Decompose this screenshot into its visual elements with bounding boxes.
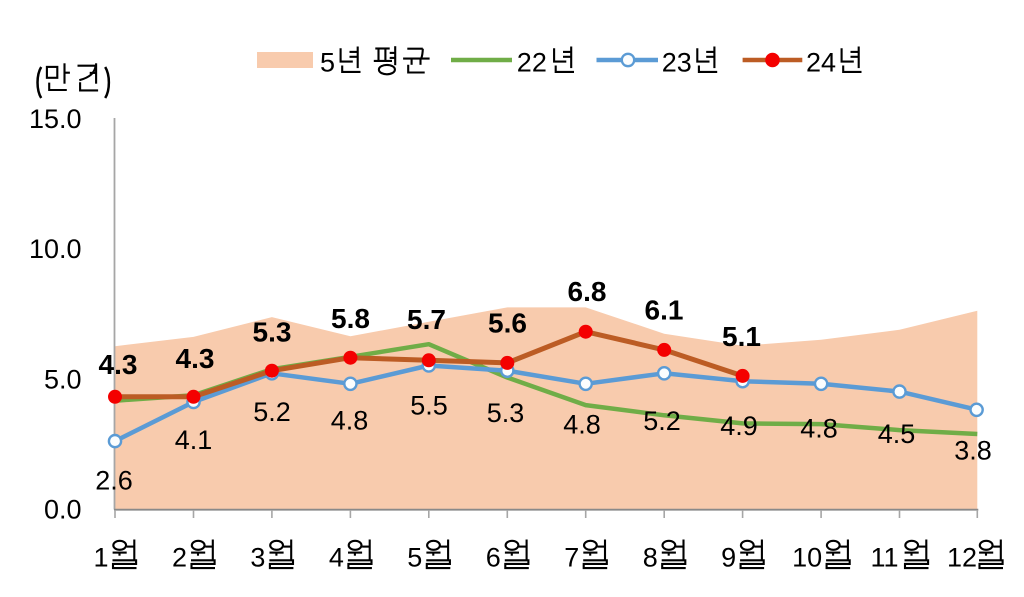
- svg-text:4.5: 4.5: [878, 419, 916, 449]
- svg-text:3: 3: [250, 543, 265, 573]
- svg-text:3.8: 3.8: [954, 436, 992, 466]
- svg-text:9: 9: [721, 543, 736, 573]
- svg-text:5.6: 5.6: [488, 308, 527, 339]
- svg-text:6.8: 6.8: [568, 276, 607, 307]
- svg-text:15.0: 15.0: [29, 104, 82, 134]
- svg-text:10.0: 10.0: [29, 234, 82, 264]
- svg-text:6: 6: [486, 543, 501, 573]
- svg-text:2: 2: [172, 543, 187, 573]
- svg-text:7: 7: [564, 543, 579, 573]
- svg-text:11: 11: [871, 543, 899, 573]
- svg-text:5.1: 5.1: [722, 321, 761, 352]
- svg-text:4.8: 4.8: [563, 410, 601, 440]
- svg-text:23: 23: [662, 47, 692, 77]
- svg-text:4.1: 4.1: [175, 425, 213, 455]
- svg-text:4.3: 4.3: [99, 349, 138, 380]
- svg-text:0.0: 0.0: [44, 495, 82, 525]
- svg-text:5: 5: [407, 543, 422, 573]
- svg-text:24: 24: [806, 47, 836, 77]
- svg-text:1: 1: [94, 543, 109, 573]
- svg-text:4.8: 4.8: [800, 414, 838, 444]
- svg-text:4.9: 4.9: [720, 411, 758, 441]
- svg-text:6.1: 6.1: [645, 295, 684, 326]
- svg-text:5.2: 5.2: [253, 397, 291, 427]
- svg-text:2.6: 2.6: [95, 466, 133, 496]
- svg-text:5.2: 5.2: [643, 406, 681, 436]
- svg-text:5.0: 5.0: [44, 364, 82, 394]
- svg-text:5.5: 5.5: [410, 391, 448, 421]
- svg-text:5.8: 5.8: [331, 303, 370, 334]
- svg-text:5.7: 5.7: [407, 304, 446, 335]
- svg-text:4.3: 4.3: [176, 343, 215, 374]
- svg-text:10: 10: [792, 543, 822, 573]
- svg-text:22: 22: [517, 47, 547, 77]
- svg-text:8: 8: [643, 543, 658, 573]
- svg-text:5.3: 5.3: [253, 317, 292, 348]
- svg-text:5: 5: [320, 47, 335, 77]
- svg-text:4: 4: [329, 543, 344, 573]
- svg-text:4.8: 4.8: [331, 406, 369, 436]
- svg-text:5.3: 5.3: [487, 398, 525, 428]
- svg-text:12: 12: [947, 543, 977, 573]
